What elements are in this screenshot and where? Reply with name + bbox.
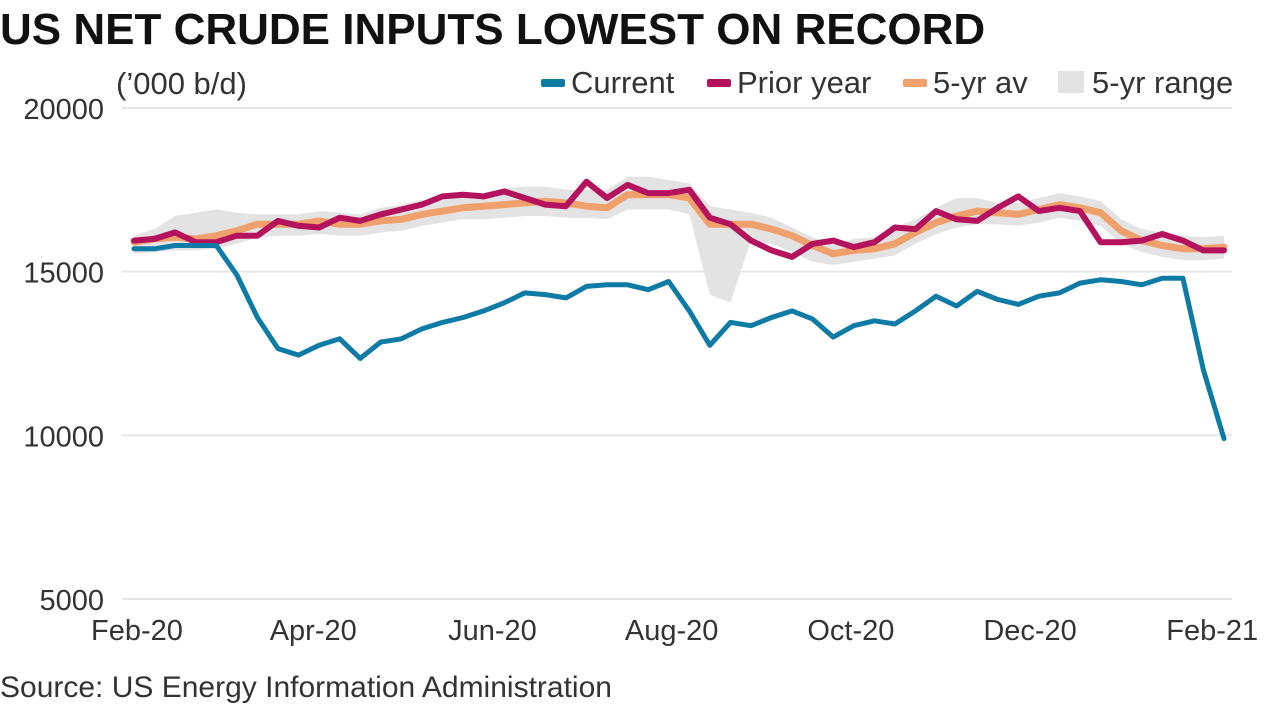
y-tick-label: 10000	[23, 421, 104, 453]
x-tick-label: Feb-20	[91, 615, 183, 647]
legend-swatch-5yr-av	[903, 79, 927, 87]
legend-label-5yr-av: 5-yr av	[933, 65, 1028, 100]
legend-swatch-prior-year	[707, 79, 731, 87]
y-tick-label: 20000	[23, 94, 104, 126]
legend: Current Prior year 5-yr av 5-yr range	[541, 65, 1233, 100]
x-tick-label: Aug-20	[625, 615, 719, 647]
series-current-line	[131, 243, 1227, 442]
x-axis-ticks: Feb-20 Apr-20 Jun-20 Aug-20 Oct-20 Dec-20 Feb-…	[91, 615, 1258, 647]
legend-swatch-5yr-range	[1058, 71, 1084, 93]
grid-lines	[122, 107, 1232, 600]
x-tick-label: Dec-20	[983, 615, 1077, 647]
y-tick-label: 15000	[23, 258, 104, 290]
legend-label-5yr-range: 5-yr range	[1092, 65, 1233, 100]
y-axis-ticks: 5000 10000 15000 20000	[23, 94, 104, 617]
legend-swatch-current	[541, 79, 565, 87]
legend-label-prior-year: Prior year	[737, 65, 871, 100]
plot-area	[130, 176, 1228, 442]
x-tick-label: Oct-20	[807, 615, 894, 647]
chart-title: US NET CRUDE INPUTS LOWEST ON RECORD	[0, 5, 985, 54]
series-prior-year-line	[131, 178, 1227, 260]
y-axis-unit-label: (’000 b/d)	[116, 66, 247, 101]
x-tick-label: Feb-21	[1166, 615, 1258, 647]
x-tick-label: Jun-20	[448, 615, 537, 647]
x-tick-label: Apr-20	[270, 615, 357, 647]
y-tick-label: 5000	[39, 585, 104, 617]
source-note: Source: US Energy Information Administra…	[0, 671, 612, 704]
legend-label-current: Current	[571, 65, 675, 100]
